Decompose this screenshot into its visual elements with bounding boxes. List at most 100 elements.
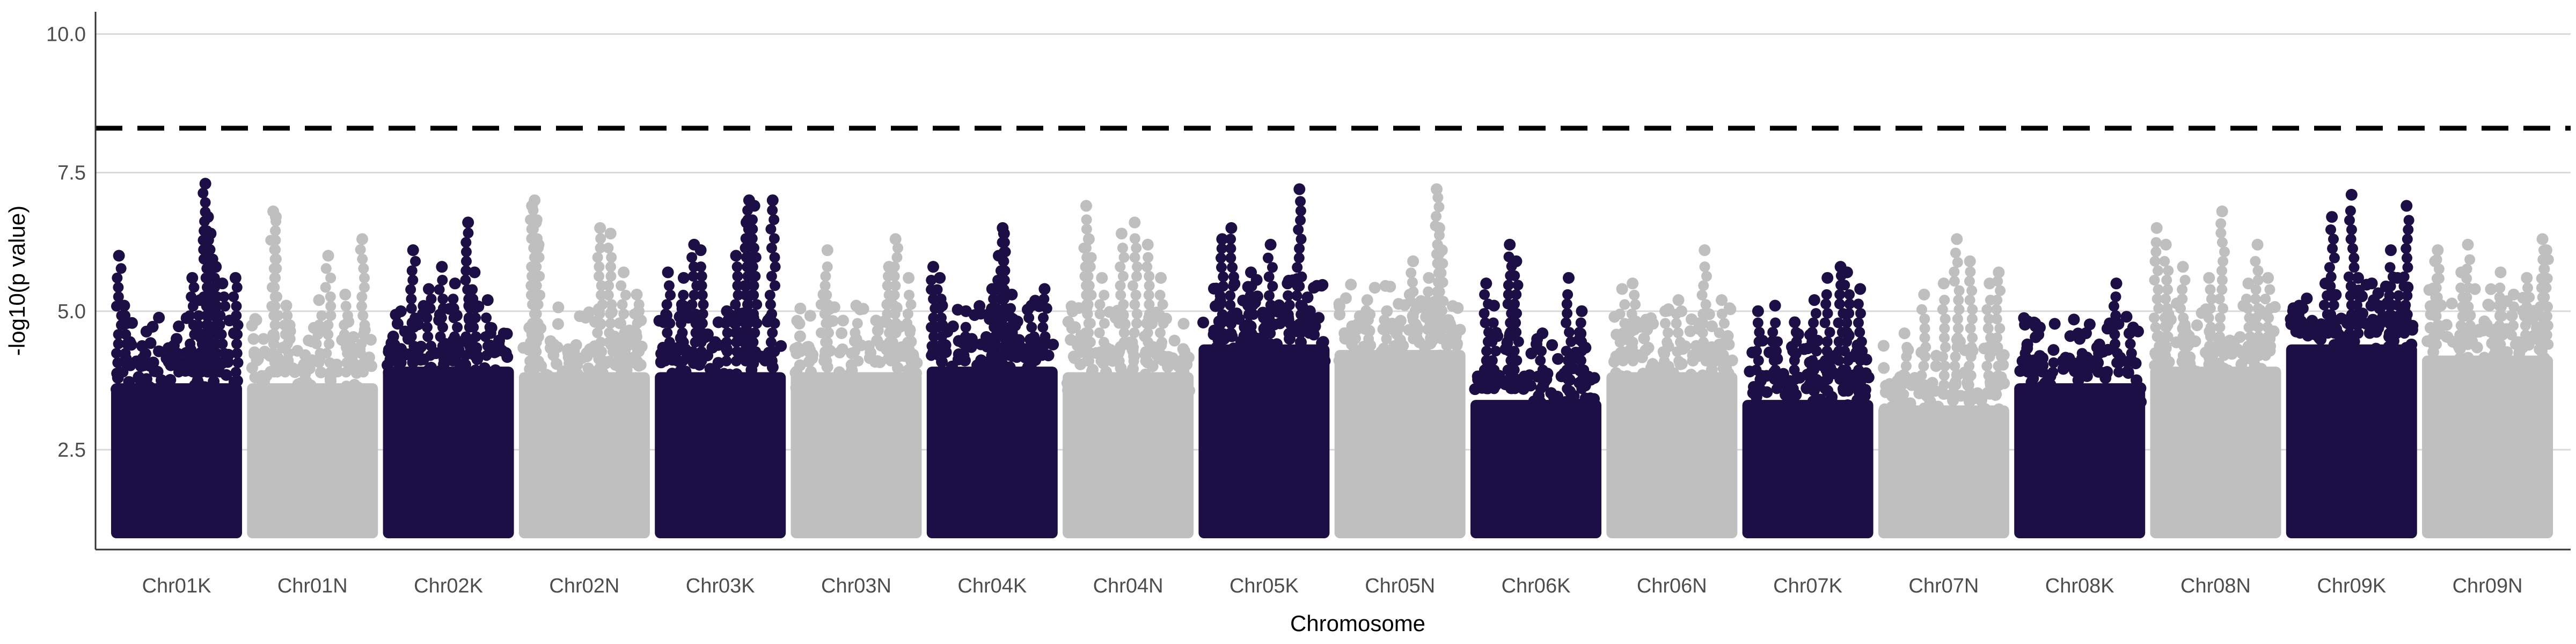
point [1638,332,1650,345]
point [1098,336,1109,348]
point [2125,338,2136,349]
point [2539,264,2550,275]
point [1807,383,1818,394]
point [1526,411,1538,423]
point [1175,361,1187,374]
point [1095,355,1107,367]
point [323,329,334,340]
point [1952,323,1964,334]
point [1115,289,1126,301]
peak-point [1854,283,1867,295]
point [1659,355,1670,367]
point [1548,391,1560,404]
point [1753,336,1765,347]
dense-points-Chr02K [383,367,514,539]
point [1889,388,1901,400]
point [2253,340,2265,352]
point [1900,361,1912,372]
point [748,381,760,393]
point [451,350,462,361]
point [1841,327,1853,338]
x-tick-label-Chr01K: Chr01K [142,575,211,597]
point [2079,384,2091,396]
point [211,348,222,359]
point [1697,318,1709,329]
point [2541,282,2552,294]
point [1131,308,1143,319]
peak-point [889,233,902,245]
peak-point [313,294,325,306]
point [2429,330,2441,341]
point [342,348,353,359]
point [218,291,230,302]
point [270,235,281,246]
point [2123,367,2134,378]
point [769,214,780,225]
point [1536,346,1547,357]
point [1840,364,1851,376]
x-tick-label-Chr09N: Chr09N [2453,575,2523,597]
peak-point [2507,288,2520,301]
point [619,327,630,339]
point [802,375,815,387]
point [1080,243,1092,254]
point [890,346,901,357]
point [2448,369,2460,382]
point [2113,367,2124,378]
point [524,378,536,390]
point [2064,330,2076,342]
point [1820,364,1832,376]
point [426,294,437,305]
point [770,261,781,273]
peak-point [1282,277,1294,290]
point [730,299,741,310]
point [1228,281,1239,292]
point [1117,308,1129,319]
point [1937,351,1949,362]
point [280,357,291,368]
peak-point [529,194,541,207]
peak-point [934,272,946,284]
point [232,329,243,340]
point [1143,252,1154,263]
point [1610,367,1622,379]
point [316,310,327,321]
point [2301,292,2313,305]
point [1698,336,1709,348]
point [1438,364,1451,377]
point [882,318,894,329]
point [1406,267,1417,279]
point [1932,400,1944,413]
point [1217,309,1228,320]
peak-point [118,299,130,312]
point [383,367,395,379]
point [686,252,698,263]
point [1129,252,1140,263]
point [358,282,370,293]
point [530,261,541,273]
x-tick-label-Chr09K: Chr09K [2317,575,2386,597]
point [837,314,849,327]
chromosome-points-Chr08N [2149,205,2281,539]
point [594,261,605,273]
point [1562,374,1574,385]
point [1246,328,1257,339]
x-tick-labels: Chr01K Chr01N Chr02K Chr02N Chr03K Chr03N Chr0… [142,575,2523,597]
point [1672,327,1684,339]
dense-points-Chr04K [926,367,1058,539]
point [531,318,542,329]
peak-point [730,250,742,262]
point [794,330,806,342]
point [356,291,368,302]
point [2180,321,2191,333]
point [2177,284,2188,295]
point [1952,313,1963,325]
point [2150,237,2162,248]
point [1509,383,1520,394]
peak-point [2160,238,2172,251]
point [1512,374,1524,385]
point [574,310,586,323]
peak-point [322,250,334,262]
point [729,318,741,329]
point [1853,317,1864,328]
